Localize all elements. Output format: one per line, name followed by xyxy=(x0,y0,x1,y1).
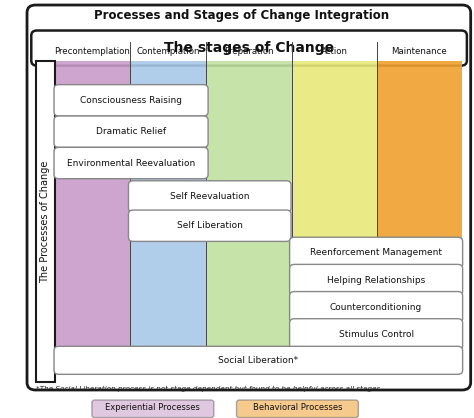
Text: Processes and Stages of Change Integration: Processes and Stages of Change Integrati… xyxy=(94,9,389,22)
FancyBboxPatch shape xyxy=(31,31,467,66)
FancyBboxPatch shape xyxy=(54,84,208,116)
Text: Preparation: Preparation xyxy=(224,46,273,56)
Bar xyxy=(206,61,292,370)
FancyBboxPatch shape xyxy=(290,237,463,269)
Text: Behavioral Processes: Behavioral Processes xyxy=(253,403,342,413)
FancyBboxPatch shape xyxy=(128,210,291,242)
FancyBboxPatch shape xyxy=(54,116,208,147)
Text: Maintenance: Maintenance xyxy=(392,46,447,56)
FancyBboxPatch shape xyxy=(54,346,463,375)
FancyBboxPatch shape xyxy=(54,148,208,179)
Bar xyxy=(130,61,206,370)
FancyBboxPatch shape xyxy=(290,319,463,350)
Text: Reenforcement Management: Reenforcement Management xyxy=(310,248,442,257)
FancyBboxPatch shape xyxy=(92,400,214,418)
Text: Precontemplation: Precontemplation xyxy=(55,46,130,56)
Text: Social Liberation*: Social Liberation* xyxy=(218,356,299,365)
Text: The Processes of Change: The Processes of Change xyxy=(40,161,50,283)
FancyBboxPatch shape xyxy=(290,292,463,323)
Text: Self Liberation: Self Liberation xyxy=(177,221,243,230)
FancyBboxPatch shape xyxy=(237,400,358,418)
Text: The stages of Change: The stages of Change xyxy=(164,41,334,55)
Text: Helping Relationships: Helping Relationships xyxy=(327,275,425,285)
Bar xyxy=(377,61,462,370)
Text: Counterconditioning: Counterconditioning xyxy=(330,303,422,312)
Text: Dramatic Relief: Dramatic Relief xyxy=(96,127,166,136)
Text: Stimulus Control: Stimulus Control xyxy=(338,330,414,339)
FancyBboxPatch shape xyxy=(36,61,55,382)
Text: Experiential Processes: Experiential Processes xyxy=(105,403,201,413)
Bar xyxy=(292,61,377,370)
Text: Consciousness Raising: Consciousness Raising xyxy=(80,96,182,105)
Text: Action: Action xyxy=(321,46,347,56)
FancyBboxPatch shape xyxy=(290,265,463,296)
FancyBboxPatch shape xyxy=(128,181,291,212)
Bar xyxy=(55,61,130,370)
Text: Environmental Reevaluation: Environmental Reevaluation xyxy=(67,158,195,168)
Text: *The Social Liberation process is not stage dependent but found to be helpful ac: *The Social Liberation process is not st… xyxy=(36,386,382,392)
FancyBboxPatch shape xyxy=(27,5,471,390)
Text: Contemplation: Contemplation xyxy=(137,46,200,56)
Text: Self Reevaluation: Self Reevaluation xyxy=(170,192,249,201)
